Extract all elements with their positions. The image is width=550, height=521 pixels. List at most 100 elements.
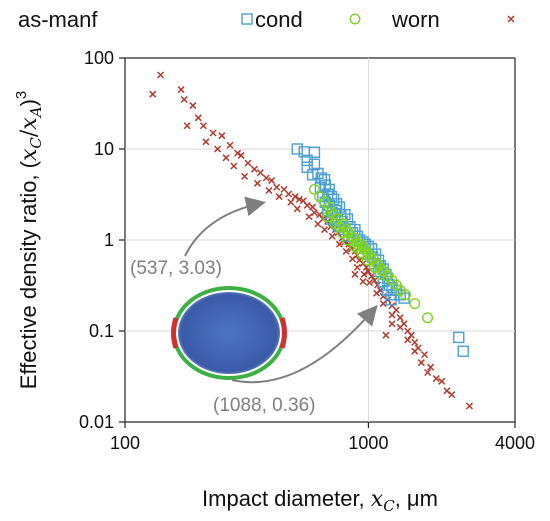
cond-point	[308, 183, 320, 195]
worn-point	[202, 138, 210, 146]
worn-point	[291, 193, 299, 201]
x-axis-title: Impact diameter, xC, μm	[202, 486, 438, 515]
worn-point	[183, 122, 191, 130]
annotation-arrow-1	[184, 196, 266, 257]
worn-point	[287, 198, 295, 206]
annotation-arrows	[184, 196, 378, 384]
worn-point	[396, 314, 404, 322]
worn-point	[427, 363, 435, 371]
worn-point	[359, 277, 367, 286]
worn-point	[411, 347, 419, 355]
worn-point	[199, 122, 207, 130]
worn-point	[189, 102, 197, 110]
worn-point	[432, 375, 440, 383]
worn-point	[404, 336, 412, 344]
series-cond	[308, 183, 434, 324]
as-manf-point	[319, 179, 332, 191]
worn-point	[348, 255, 357, 263]
worn-point	[305, 213, 313, 221]
worn-point	[417, 359, 425, 367]
ellipse-inset	[171, 286, 287, 380]
worn-point	[314, 220, 322, 228]
x-tick-label: 4000	[495, 433, 535, 453]
worn-point	[379, 300, 387, 308]
worn-point	[295, 195, 303, 203]
worn-point	[421, 351, 429, 359]
cond-point	[375, 263, 387, 275]
as-manf-point	[385, 294, 397, 306]
worn-point	[424, 368, 432, 377]
cond-point	[422, 312, 434, 324]
worn-point	[149, 90, 157, 98]
worn-point	[316, 211, 324, 219]
worn-point	[443, 387, 451, 395]
worn-point	[157, 71, 165, 79]
worn-point	[234, 149, 242, 157]
legend: as-manf cond worn	[18, 7, 515, 32]
legend-label-cond: cond	[255, 7, 303, 32]
legend-marker-as-manf	[241, 13, 253, 25]
worn-point	[253, 179, 261, 187]
worn-point	[448, 391, 456, 399]
worn-point	[268, 177, 276, 185]
worn-point	[262, 174, 270, 182]
cond-point	[400, 289, 412, 301]
worn-point	[309, 203, 317, 211]
legend-label-worn: worn	[391, 7, 440, 32]
cond-point	[361, 254, 373, 266]
worn-point	[222, 154, 230, 162]
worn-point	[388, 311, 396, 319]
legend-marker-cond	[349, 13, 361, 25]
worn-point	[265, 186, 273, 195]
worn-point	[177, 86, 185, 94]
as-manf-point	[453, 331, 465, 344]
worn-point	[194, 114, 202, 122]
y-tick-label: 1	[104, 230, 114, 250]
as-manf-point	[291, 143, 303, 155]
legend-marker-worn	[507, 15, 515, 23]
worn-point	[209, 129, 217, 137]
as-manf-point	[315, 172, 327, 184]
worn-point	[293, 205, 301, 213]
annotation-label-1: (537, 3.03)	[130, 258, 222, 279]
cond-point	[356, 247, 368, 259]
as-manf-point	[301, 154, 313, 167]
worn-point	[273, 183, 281, 191]
cond-point	[409, 298, 421, 310]
y-tick-label: 100	[84, 48, 114, 68]
worn-point	[328, 232, 336, 240]
worn-point	[353, 263, 361, 271]
legend-label-as-manf: as-manf	[18, 7, 98, 32]
inset-ellipse-core	[178, 292, 280, 374]
cond-point	[374, 268, 386, 280]
worn-point	[230, 162, 238, 170]
worn-point	[342, 247, 350, 255]
cond-point	[365, 251, 377, 263]
worn-point	[241, 172, 249, 180]
worn-point	[237, 151, 245, 159]
worn-point	[275, 193, 283, 201]
worn-point	[218, 132, 226, 140]
worn-point	[407, 331, 415, 339]
y-axis-title: Effective density ratio, (xC/xA)3	[13, 91, 45, 390]
worn-point	[256, 169, 264, 177]
worn-point	[388, 320, 396, 328]
y-tick-label: 0.1	[89, 321, 114, 341]
worn-point	[411, 338, 419, 346]
x-tick-label: 100	[110, 433, 140, 453]
worn-point	[371, 276, 379, 284]
as-manf-point	[457, 345, 469, 357]
worn-point	[373, 289, 381, 297]
worn-point	[396, 323, 404, 331]
worn-point	[438, 377, 446, 385]
annotation-arrow-2	[231, 304, 378, 384]
cond-point	[369, 261, 381, 273]
worn-point	[285, 190, 293, 198]
cond-point	[322, 211, 334, 223]
worn-point	[382, 331, 390, 339]
y-tick-label: 10	[94, 139, 114, 159]
worn-point	[320, 226, 329, 234]
worn-point	[465, 402, 473, 410]
worn-point	[214, 145, 222, 153]
